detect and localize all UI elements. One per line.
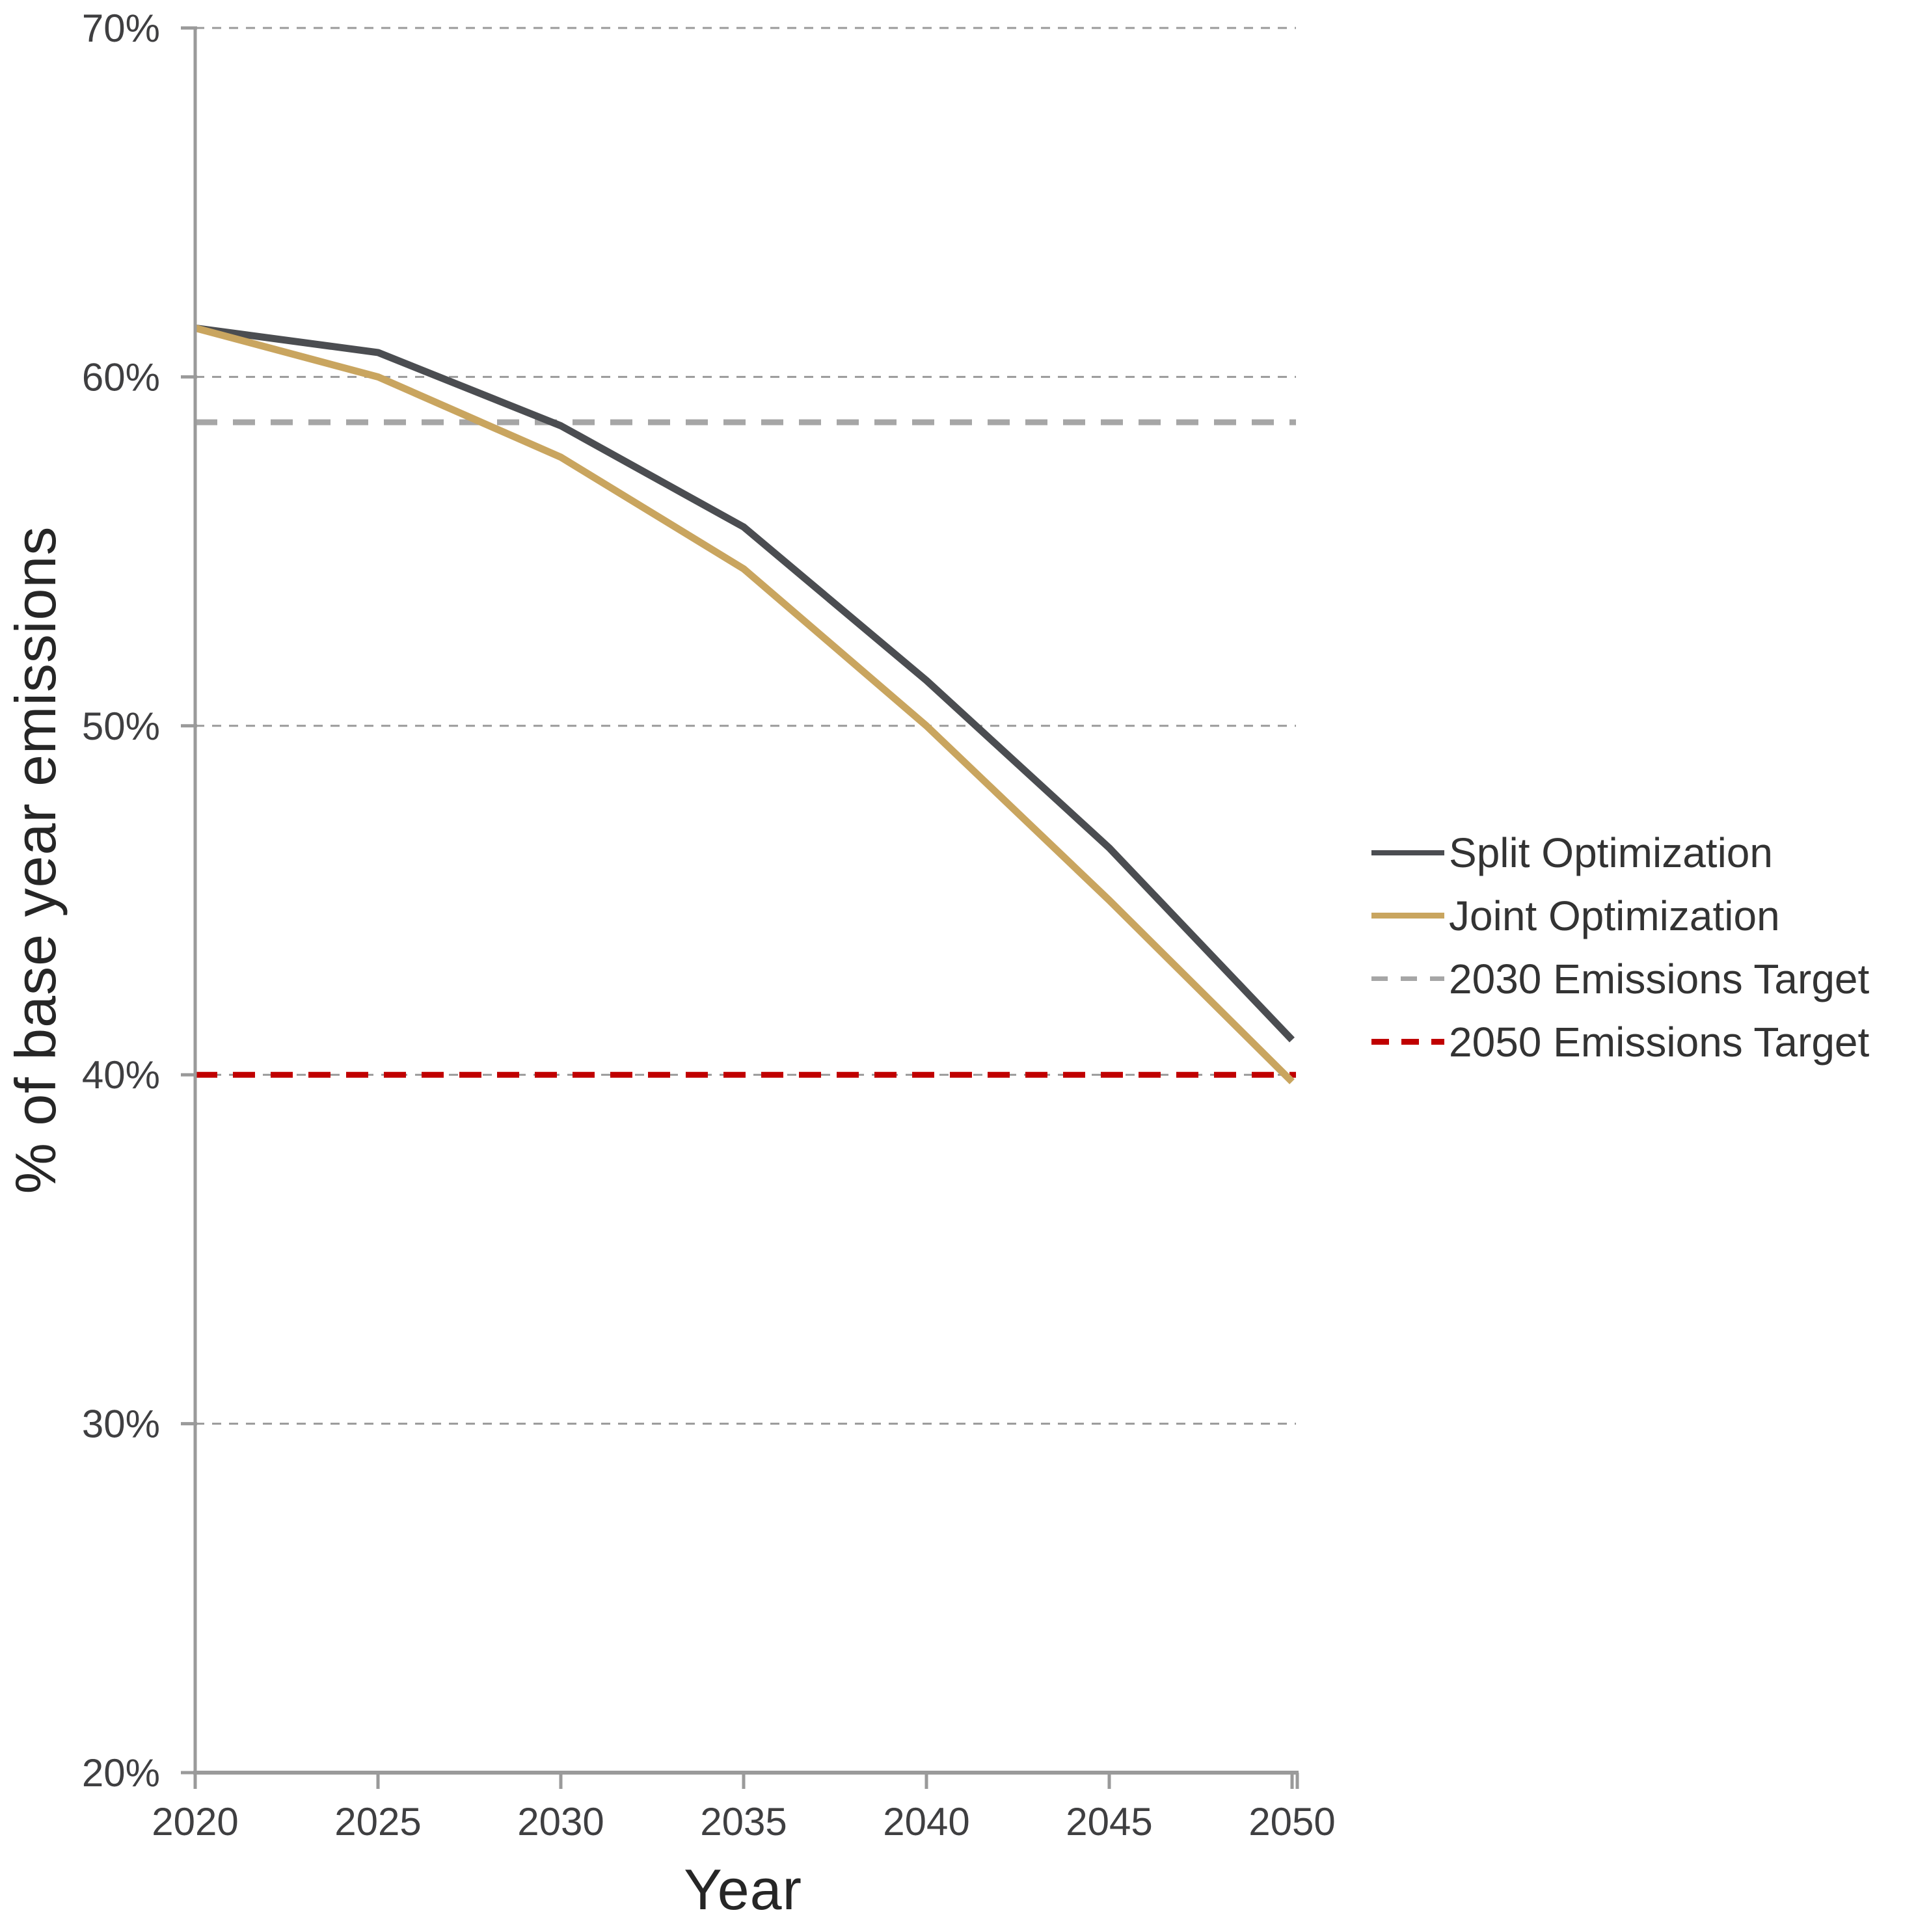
y-tick-label-60: 60% [82, 355, 160, 399]
y-tick-label-50: 50% [82, 704, 160, 748]
legend-label-joint-optimization: Joint Optimization [1449, 892, 1780, 939]
legend-label-2030-emissions-target: 2030 Emissions Target [1449, 955, 1870, 1002]
y-axis-title-text: % of base year emissions [3, 526, 68, 1194]
x-tick-label-2035: 2035 [700, 1800, 787, 1844]
x-tick-label-2030: 2030 [517, 1800, 604, 1844]
y-tick-label-40: 40% [82, 1053, 160, 1097]
legend-swatch-split-optimization [1371, 850, 1444, 855]
series-line-joint-optimization [194, 324, 1295, 1084]
y-tick-label-30: 30% [82, 1402, 160, 1446]
legend-swatch-2050-emissions-target [1371, 1039, 1444, 1045]
legend-label-split-optimization: Split Optimization [1449, 829, 1773, 876]
legend-label-2050-emissions-target: 2050 Emissions Target [1449, 1018, 1870, 1066]
legend-item-2050-emissions-target: 2050 Emissions Target [1371, 1010, 1869, 1073]
x-tick-label-2040: 2040 [883, 1800, 969, 1844]
x-tick-label-2020: 2020 [152, 1800, 238, 1844]
x-axis-title-text: Year [684, 1857, 802, 1922]
y-tick-label-20: 20% [82, 1751, 160, 1795]
x-tick-label-2045: 2045 [1066, 1800, 1152, 1844]
y-tick-label-70: 70% [82, 7, 160, 50]
legend-swatch-2030-emissions-target [1371, 976, 1444, 981]
legend: Split Optimization Joint Optimization 20… [1371, 821, 1869, 1073]
series-line-split-optimization [195, 324, 1295, 1043]
legend-item-split-optimization: Split Optimization [1371, 821, 1869, 884]
legend-item-joint-optimization: Joint Optimization [1371, 884, 1869, 947]
x-tick-label-2050: 2050 [1248, 1800, 1335, 1844]
legend-swatch-joint-optimization [1371, 913, 1444, 919]
legend-item-2030-emissions-target: 2030 Emissions Target [1371, 947, 1869, 1010]
x-tick-label-2025: 2025 [334, 1800, 421, 1844]
